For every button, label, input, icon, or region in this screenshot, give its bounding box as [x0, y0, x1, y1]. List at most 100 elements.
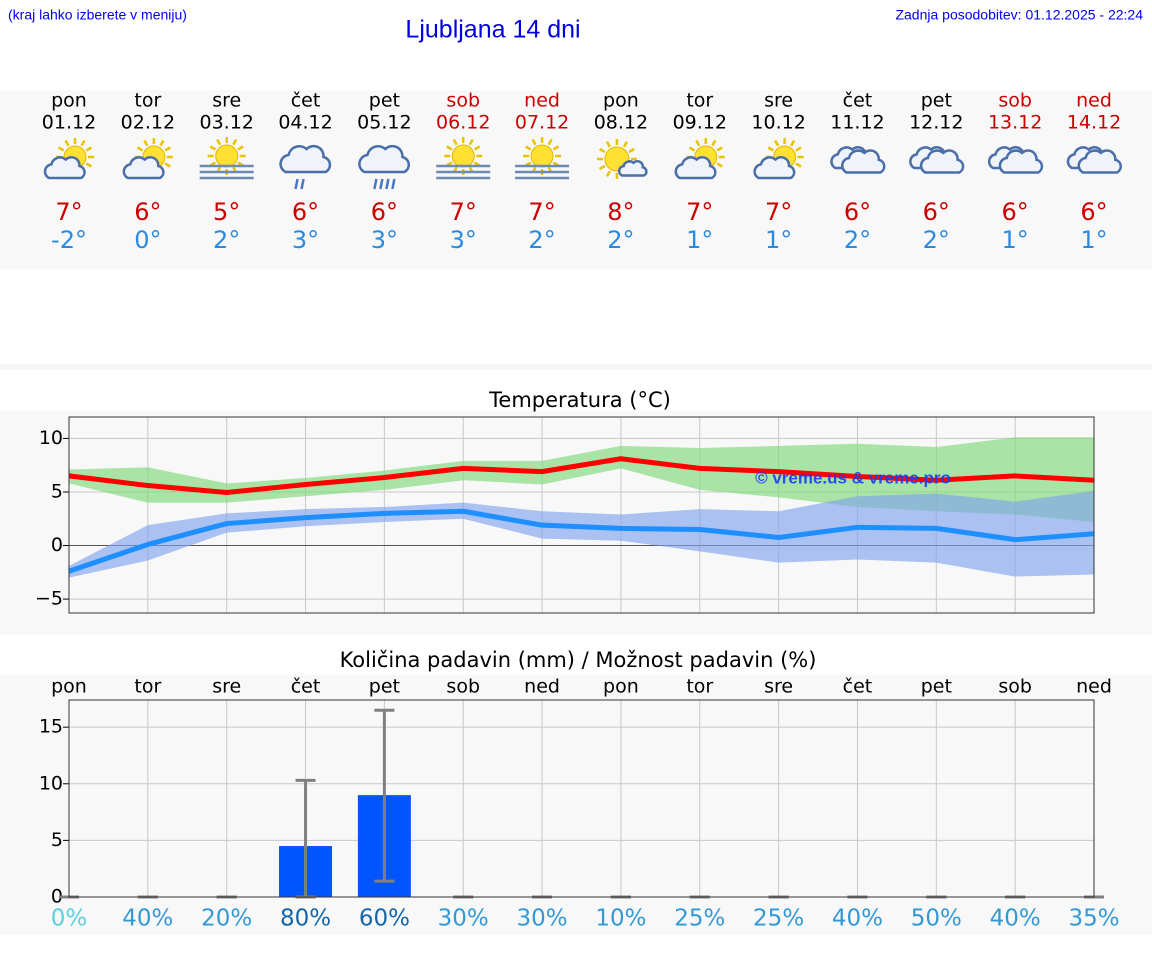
min-temp: 2° [213, 226, 240, 254]
sun-ray [159, 139, 165, 147]
date: 02.12 [121, 112, 175, 134]
sun-ray [64, 139, 70, 147]
max-temp: 7° [528, 198, 555, 226]
max-temp: 6° [134, 198, 161, 226]
date: 08.12 [594, 112, 648, 134]
max-temp: 7° [55, 198, 82, 226]
probability-label: 25% [753, 906, 804, 932]
weather-icon [1066, 146, 1122, 174]
menu-note[interactable]: (kraj lahko izberete v meniju) [8, 7, 187, 23]
sun-ray [237, 145, 244, 151]
weekday: ned [1076, 90, 1112, 112]
weather-icon [987, 146, 1044, 174]
sun-ray [711, 139, 717, 147]
rain-drop [300, 178, 305, 190]
probability-label: 60% [359, 906, 410, 932]
x-tick-label: sob [446, 676, 480, 698]
min-temp: 1° [686, 226, 713, 254]
x-tick-label: ned [1076, 676, 1112, 698]
x-tick-label: ned [524, 676, 560, 698]
separator [0, 364, 1152, 370]
probability-label: 80% [280, 906, 331, 932]
sun-ray [795, 162, 802, 168]
sun-ray [605, 170, 612, 177]
weather-icon [122, 138, 173, 180]
sun-ray [598, 147, 606, 154]
weekday: čet [843, 90, 873, 112]
min-temp: 3° [371, 226, 398, 254]
date: 01.12 [42, 112, 96, 134]
cloud [279, 144, 332, 174]
page-title: Ljubljana 14 dni [405, 16, 580, 44]
probability-label: 0% [51, 906, 88, 932]
sun [530, 144, 554, 168]
sun-ray [552, 145, 560, 151]
max-temp: 7° [765, 198, 792, 226]
min-temp: 1° [1002, 226, 1029, 254]
sun-ray [446, 145, 453, 151]
probability-label: 35% [1068, 906, 1119, 932]
weather-icon [436, 137, 491, 180]
sun-ray [473, 145, 481, 151]
sun-ray [452, 138, 458, 146]
weather-icon [753, 138, 804, 180]
sun-ray [164, 146, 171, 152]
cloud [617, 160, 648, 177]
rain-drop [294, 178, 299, 190]
max-temp: 5° [213, 198, 240, 226]
weather-icon [279, 144, 332, 190]
plot-frame [68, 416, 1095, 614]
weekday: ned [524, 90, 560, 112]
weekday: tor [134, 90, 161, 112]
min-temp: 3° [450, 226, 477, 254]
x-tick-label: pon [603, 676, 639, 698]
rain-drop [391, 178, 396, 190]
sun-ray [216, 138, 222, 146]
weather-icon [199, 137, 254, 180]
sun-ray [628, 147, 635, 154]
weather-icon [909, 146, 965, 174]
weekday: pon [603, 90, 639, 112]
x-tick-label: čet [843, 676, 873, 698]
sun-ray [531, 138, 537, 146]
cloud [122, 156, 165, 180]
sun-ray [688, 146, 696, 152]
weather-icon [358, 144, 411, 190]
x-tick-label: tor [686, 676, 713, 698]
probability-label: 50% [911, 906, 962, 932]
sun [215, 144, 239, 168]
chart-title: Temperatura (°C) [488, 388, 671, 412]
cloud [840, 149, 886, 174]
min-temp: -2° [51, 226, 87, 254]
max-temp: 6° [923, 198, 950, 226]
date: 05.12 [357, 112, 411, 134]
date: 03.12 [199, 112, 253, 134]
date: 12.12 [909, 112, 963, 134]
weather-icon [43, 138, 94, 180]
max-temp: 6° [1002, 198, 1029, 226]
x-tick-label: sob [998, 676, 1032, 698]
weekday: sre [212, 90, 241, 112]
sun-ray [85, 162, 93, 168]
y-tick-label: 0 [51, 886, 63, 908]
sun-ray [80, 139, 86, 147]
sun-ray [209, 145, 217, 151]
probability-label: 40% [990, 906, 1041, 932]
cloud [43, 156, 86, 180]
rain-drop [385, 178, 390, 190]
probability-label: 20% [201, 906, 252, 932]
y-tick-label: −5 [35, 588, 63, 610]
precipitation-panel [0, 675, 1152, 935]
sun-ray [622, 141, 629, 148]
min-temp: 2° [923, 226, 950, 254]
probability-label: 30% [517, 906, 568, 932]
sun-ray [524, 145, 532, 151]
max-temp: 6° [292, 198, 319, 226]
cloud [1077, 149, 1122, 174]
date: 10.12 [751, 112, 805, 134]
sun-ray [164, 162, 171, 168]
cloud [358, 144, 411, 174]
y-tick-label: 5 [51, 480, 63, 502]
probability-label: 30% [438, 906, 489, 932]
